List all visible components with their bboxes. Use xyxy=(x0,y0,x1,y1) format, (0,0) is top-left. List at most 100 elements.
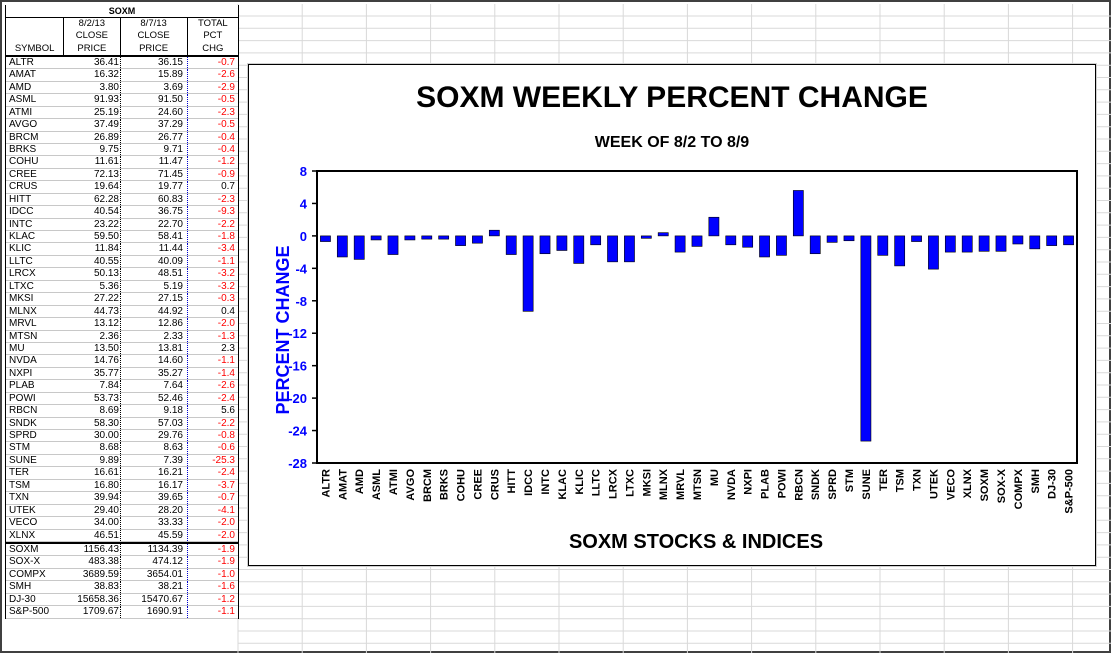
cell-close1[interactable]: 1156.43 xyxy=(83,543,119,555)
cell-close2[interactable]: 22.70 xyxy=(120,218,187,231)
table-row[interactable]: VECO 34.00 33.33 -2.0 xyxy=(6,517,238,530)
cell-pct[interactable]: -2.2 xyxy=(187,417,238,430)
cell-pct[interactable]: -0.7 xyxy=(187,56,238,69)
cell-close2[interactable]: 1690.91 xyxy=(120,606,187,618)
table-row[interactable]: S&P-500 1709.67 1690.91 -1.1 xyxy=(6,606,238,619)
cell-pct[interactable]: -1.1 xyxy=(187,606,238,618)
table-row[interactable]: INTC 23.22 22.70 -2.2 xyxy=(6,218,238,232)
cell-close1[interactable]: 483.38 xyxy=(88,556,119,568)
cell-close2[interactable]: 71.45 xyxy=(120,168,187,181)
cell-pct[interactable]: -1.4 xyxy=(187,367,238,380)
cell-close2[interactable]: 13.81 xyxy=(120,342,187,355)
cell-close1[interactable]: 13.12 xyxy=(93,318,119,330)
cell-close1[interactable]: 16.80 xyxy=(93,479,119,491)
cell-pct[interactable]: -1.2 xyxy=(187,593,238,606)
cell-symbol[interactable]: IDCC xyxy=(9,206,34,218)
cell-close2[interactable]: 15.89 xyxy=(120,69,187,81)
cell-symbol[interactable]: MLNX xyxy=(9,305,37,317)
cell-pct[interactable]: -2.4 xyxy=(187,392,238,405)
cell-close1[interactable]: 3.80 xyxy=(99,81,119,93)
cell-pct[interactable]: -2.0 xyxy=(187,529,238,541)
cell-symbol[interactable]: KLAC xyxy=(9,231,36,243)
table-row[interactable]: XLNX 46.51 45.59 -2.0 xyxy=(6,529,238,542)
table-row[interactable]: MRVL 13.12 12.86 -2.0 xyxy=(6,318,238,331)
cell-close2[interactable]: 29.76 xyxy=(120,430,187,442)
cell-pct[interactable]: -0.3 xyxy=(187,293,238,305)
cell-symbol[interactable]: LTXC xyxy=(9,280,34,292)
table-row[interactable]: STM 8.68 8.63 -0.6 xyxy=(6,442,238,455)
cell-pct[interactable]: 5.6 xyxy=(187,405,238,417)
table-row[interactable]: ALTR 36.41 36.15 -0.7 xyxy=(6,56,238,70)
cell-close2[interactable]: 5.19 xyxy=(120,280,187,293)
cell-symbol[interactable]: BRCM xyxy=(9,131,39,143)
cell-close2[interactable]: 16.17 xyxy=(120,479,187,492)
cell-pct[interactable]: 0.7 xyxy=(187,181,238,193)
table-row[interactable]: DJ-30 15658.36 15470.67 -1.2 xyxy=(6,593,238,607)
cell-symbol[interactable]: NXPI xyxy=(9,367,33,379)
cell-close1[interactable]: 37.49 xyxy=(93,119,119,131)
cell-symbol[interactable]: RBCN xyxy=(9,405,38,417)
table-row[interactable]: TER 16.61 16.21 -2.4 xyxy=(6,467,238,480)
cell-symbol[interactable]: SOXM xyxy=(9,543,39,555)
cell-close1[interactable]: 36.41 xyxy=(93,56,119,68)
cell-pct[interactable]: -2.9 xyxy=(187,81,238,94)
cell-symbol[interactable]: CREE xyxy=(9,168,37,180)
table-row[interactable]: LLTC 40.55 40.09 -1.1 xyxy=(6,255,238,269)
cell-close2[interactable]: 7.64 xyxy=(120,380,187,392)
cell-pct[interactable]: -1.0 xyxy=(187,568,238,581)
cell-symbol[interactable]: CRUS xyxy=(9,181,38,193)
cell-pct[interactable]: -1.2 xyxy=(187,156,238,168)
cell-close1[interactable]: 9.89 xyxy=(99,454,119,466)
cell-close2[interactable]: 36.15 xyxy=(120,56,187,69)
cell-symbol[interactable]: VECO xyxy=(9,517,38,529)
cell-pct[interactable]: -0.6 xyxy=(187,442,238,454)
cell-pct[interactable]: -0.5 xyxy=(187,94,238,106)
cell-close2[interactable]: 14.60 xyxy=(120,355,187,367)
cell-close2[interactable]: 1134.39 xyxy=(120,543,187,556)
cell-pct[interactable]: -0.4 xyxy=(187,143,238,156)
cell-close2[interactable]: 15470.67 xyxy=(120,593,187,606)
header-pct[interactable]: TOTAL PCT CHG xyxy=(188,18,238,55)
cell-close2[interactable]: 39.65 xyxy=(120,492,187,504)
cell-close1[interactable]: 25.19 xyxy=(93,106,119,118)
table-row[interactable]: MU 13.50 13.81 2.3 xyxy=(6,342,238,356)
cell-symbol[interactable]: SOX-X xyxy=(9,556,41,568)
cell-pct[interactable]: -25.3 xyxy=(187,454,238,467)
table-row[interactable]: RBCN 8.69 9.18 5.6 xyxy=(6,405,238,418)
cell-close1[interactable]: 34.00 xyxy=(93,517,119,529)
table-row[interactable]: LTXC 5.36 5.19 -3.2 xyxy=(6,280,238,294)
table-row[interactable]: ASML 91.93 91.50 -0.5 xyxy=(6,94,238,107)
cell-close1[interactable]: 91.93 xyxy=(93,94,119,106)
cell-close2[interactable]: 9.71 xyxy=(120,143,187,156)
cell-close2[interactable]: 27.15 xyxy=(120,293,187,305)
cell-close1[interactable]: 62.28 xyxy=(93,193,119,205)
table-row[interactable]: AMD 3.80 3.69 -2.9 xyxy=(6,81,238,95)
cell-pct[interactable]: -4.1 xyxy=(187,504,238,517)
table-row[interactable]: SOX-X 483.38 474.12 -1.9 xyxy=(6,556,238,569)
cell-symbol[interactable]: TXN xyxy=(9,492,29,504)
cell-symbol[interactable]: ALTR xyxy=(9,56,34,68)
cell-symbol[interactable]: KLIC xyxy=(9,243,32,255)
table-row[interactable]: UTEK 29.40 28.20 -4.1 xyxy=(6,504,238,518)
table-row[interactable]: SUNE 9.89 7.39 -25.3 xyxy=(6,454,238,468)
table-row[interactable]: IDCC 40.54 36.75 -9.3 xyxy=(6,206,238,219)
cell-close2[interactable]: 28.20 xyxy=(120,504,187,517)
cell-close1[interactable]: 13.50 xyxy=(93,342,119,354)
cell-close2[interactable]: 11.47 xyxy=(120,156,187,168)
cell-symbol[interactable]: STM xyxy=(9,442,31,454)
cell-close1[interactable]: 44.73 xyxy=(93,305,119,317)
cell-close1[interactable]: 39.94 xyxy=(93,492,119,504)
cell-close1[interactable]: 11.84 xyxy=(94,243,119,255)
cell-pct[interactable]: -1.3 xyxy=(187,330,238,342)
cell-symbol[interactable]: HITT xyxy=(9,193,32,205)
table-row[interactable]: SMH 38.83 38.21 -1.6 xyxy=(6,581,238,594)
cell-close2[interactable]: 52.46 xyxy=(120,392,187,405)
table-row[interactable]: BRCM 26.89 26.77 -0.4 xyxy=(6,131,238,144)
cell-symbol[interactable]: TSM xyxy=(9,479,31,491)
cell-pct[interactable]: -0.8 xyxy=(187,430,238,442)
cell-symbol[interactable]: AVGO xyxy=(9,119,38,131)
table-row[interactable]: KLIC 11.84 11.44 -3.4 xyxy=(6,243,238,256)
cell-symbol[interactable]: S&P-500 xyxy=(9,606,50,618)
cell-pct[interactable]: -1.6 xyxy=(187,581,238,593)
cell-close2[interactable]: 35.27 xyxy=(120,367,187,380)
